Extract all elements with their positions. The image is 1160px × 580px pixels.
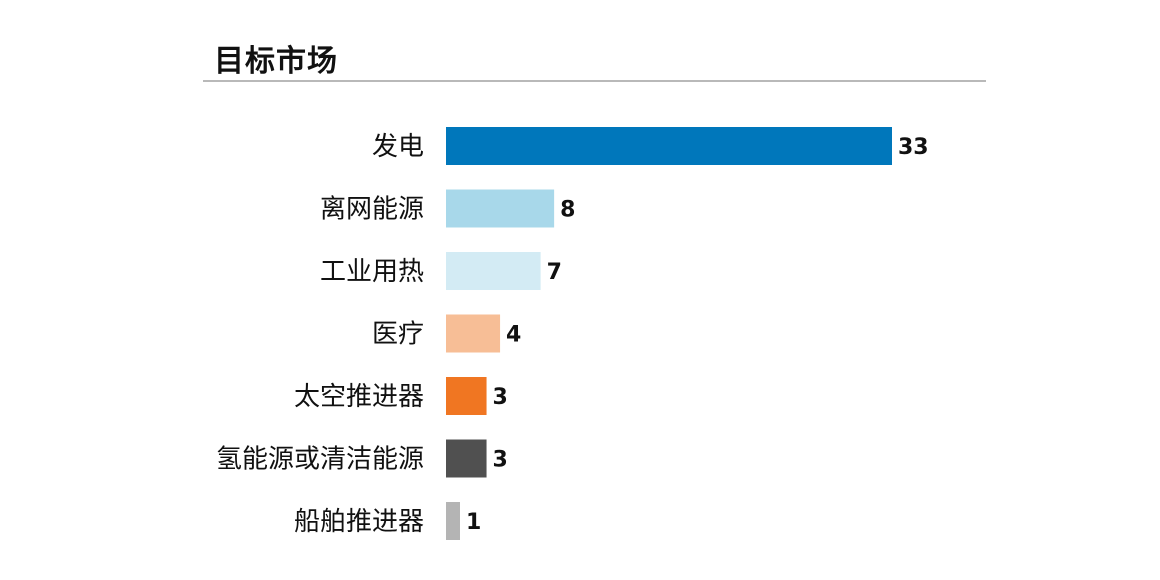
category-label: 发电 (372, 132, 424, 162)
category-label: 太空推进器 (294, 382, 424, 412)
category-label: 工业用热 (320, 257, 424, 287)
value-label: 33 (898, 135, 929, 160)
value-label: 4 (506, 323, 521, 348)
bar-2 (446, 252, 541, 290)
bar-0 (446, 127, 892, 165)
value-label: 1 (466, 510, 481, 535)
category-label: 医疗 (372, 320, 424, 350)
bar-6 (446, 502, 460, 540)
value-label: 3 (493, 385, 508, 410)
category-label: 离网能源 (320, 195, 424, 225)
chart-title: 目标市场 (214, 44, 338, 79)
bar-4 (446, 377, 487, 415)
bar-5 (446, 439, 487, 478)
value-label: 8 (560, 198, 575, 223)
value-label: 3 (493, 448, 508, 473)
bar-3 (446, 314, 501, 353)
category-label: 船舶推进器 (294, 507, 424, 537)
value-label: 7 (547, 260, 562, 285)
title-divider (203, 80, 986, 82)
category-label: 氢能源或清洁能源 (216, 445, 424, 475)
bar-1 (446, 189, 555, 228)
